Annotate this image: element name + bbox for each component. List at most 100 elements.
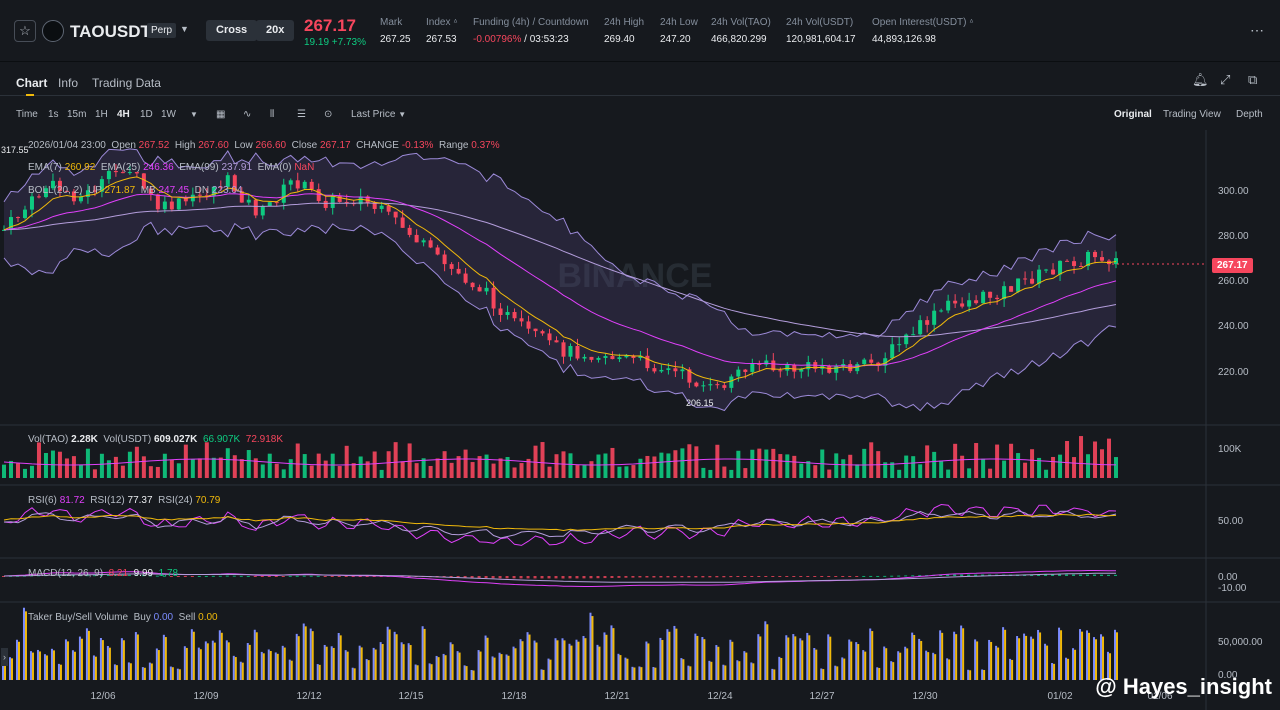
taker-buy-bar xyxy=(134,632,137,680)
margin-mode-button[interactable]: Cross xyxy=(206,20,258,41)
taker-sell-bar xyxy=(220,632,223,680)
macd-hist-bar xyxy=(904,575,908,577)
volume-bar xyxy=(561,451,566,478)
taker-sell-bar xyxy=(633,667,636,680)
taker-buy-bar xyxy=(1051,663,1054,680)
taker-buy-bar xyxy=(757,634,760,680)
candle xyxy=(113,171,118,173)
macd-hist-bar xyxy=(946,574,950,576)
indicator-lines xyxy=(2,148,1206,587)
candle xyxy=(428,240,433,248)
interval-dropdown-icon[interactable]: ▼ xyxy=(190,110,198,119)
sub-axis-tick: 0.00 xyxy=(1218,670,1238,681)
taker-sell-bar xyxy=(115,665,118,680)
volume-bar xyxy=(701,467,706,478)
favorite-star-icon[interactable]: ☆ xyxy=(14,20,36,42)
drawing-icon[interactable]: ⊙ xyxy=(324,109,333,120)
collapse-icon[interactable]: › xyxy=(1,648,8,666)
expand-icon[interactable]: ⤢ xyxy=(1220,72,1231,87)
chart-grid xyxy=(0,130,1280,710)
macd-hist-bar xyxy=(757,576,761,577)
interval-1s[interactable]: 1s xyxy=(48,109,59,120)
candle xyxy=(64,190,69,192)
indicator-icon[interactable]: ∿ xyxy=(243,109,252,120)
interval-1w[interactable]: 1W xyxy=(161,109,176,120)
macd-hist-bar xyxy=(407,576,411,577)
interval-1d[interactable]: 1D xyxy=(140,109,153,120)
taker-buy-bar xyxy=(323,644,326,680)
candle xyxy=(337,195,342,202)
macd-hist-bar xyxy=(344,576,348,577)
candle xyxy=(680,369,685,372)
candle xyxy=(750,363,755,372)
settings-icon[interactable]: ☰ xyxy=(297,109,306,120)
tab-info[interactable]: Info xyxy=(58,76,79,90)
candle xyxy=(92,190,97,192)
calendar-icon[interactable]: ▦ xyxy=(216,109,226,120)
macd-hist-bar xyxy=(785,576,789,577)
chart-area[interactable]: BINANCE 300.00 280.00 260.00 240.00 220.00 10… xyxy=(0,130,1280,710)
macd-hist-bar xyxy=(225,575,229,577)
volume-bar xyxy=(162,453,167,478)
volume-bar xyxy=(36,442,41,478)
taker-sell-bar xyxy=(52,650,55,680)
interval-4h[interactable]: 4H xyxy=(117,109,130,120)
more-icon[interactable]: ⋯ xyxy=(1250,22,1264,38)
volume-bar xyxy=(974,443,979,478)
volume-bar xyxy=(414,463,419,478)
macd-hist-bar xyxy=(897,575,901,577)
price-type-select[interactable]: Last Price ▼ xyxy=(351,109,407,120)
volume-bar xyxy=(554,454,559,478)
symbol-name[interactable]: TAOUSDT xyxy=(70,22,151,41)
candle xyxy=(533,328,538,332)
chevron-down-icon[interactable]: ▼ xyxy=(180,24,189,34)
view-depth[interactable]: Depth xyxy=(1236,109,1263,120)
taker-sell-bar xyxy=(66,641,69,680)
leverage-button[interactable]: 20x xyxy=(256,20,295,41)
taker-sell-bar xyxy=(31,652,34,680)
candle xyxy=(743,369,748,372)
macd-hist-bar xyxy=(967,574,971,576)
candle-type-icon[interactable]: ⫴ xyxy=(270,109,275,120)
volume-bar xyxy=(15,463,20,478)
interval-15m[interactable]: 15m xyxy=(67,109,87,120)
view-original[interactable]: Original xyxy=(1114,109,1152,120)
taker-sell-bar xyxy=(367,660,370,680)
popout-icon[interactable]: ⧉ xyxy=(1248,72,1258,87)
candle xyxy=(1030,278,1035,284)
candle xyxy=(687,369,692,383)
view-trading-view[interactable]: Trading View xyxy=(1163,109,1221,120)
price-tick: 220.00 xyxy=(1218,367,1249,378)
volume-bar xyxy=(932,451,937,478)
taker-sell-bar xyxy=(360,647,363,680)
taker-sell-bar xyxy=(556,640,559,680)
candlestick-chart[interactable]: BINANCE 300.00 280.00 260.00 240.00 220.00 10… xyxy=(0,130,1280,710)
date-tick: 12/24 xyxy=(707,691,732,702)
volume-bar xyxy=(617,466,622,478)
candle xyxy=(512,312,517,319)
macd-hist-bar xyxy=(85,575,89,577)
bell-icon[interactable]: 🔔︎ xyxy=(1192,72,1209,87)
taker-buy-bar xyxy=(890,661,893,680)
macd-hist-bar xyxy=(540,576,544,579)
taker-sell-bar xyxy=(248,644,251,680)
taker-sell-bar xyxy=(430,664,433,680)
tab-chart[interactable]: Chart xyxy=(16,76,48,90)
tab-trading-data[interactable]: Trading Data xyxy=(92,76,161,90)
volume-bar xyxy=(750,449,755,478)
boll-fill xyxy=(4,148,1116,411)
date-tick: 01/06 xyxy=(1147,691,1172,702)
macd-hist-bar xyxy=(701,576,705,578)
macd-hist-bar xyxy=(988,574,992,576)
volume-bar xyxy=(239,459,244,478)
rsi12-line xyxy=(3,510,1117,539)
candle xyxy=(127,172,132,174)
candle xyxy=(1037,269,1042,284)
macd-hist-bar xyxy=(295,575,299,577)
candle xyxy=(1100,257,1105,261)
taker-sell-bar xyxy=(990,641,993,680)
taker-sell-bar xyxy=(388,629,391,680)
macd-hist-bar xyxy=(617,576,621,578)
taker-sell-bar xyxy=(311,631,314,680)
interval-1h[interactable]: 1H xyxy=(95,109,108,120)
